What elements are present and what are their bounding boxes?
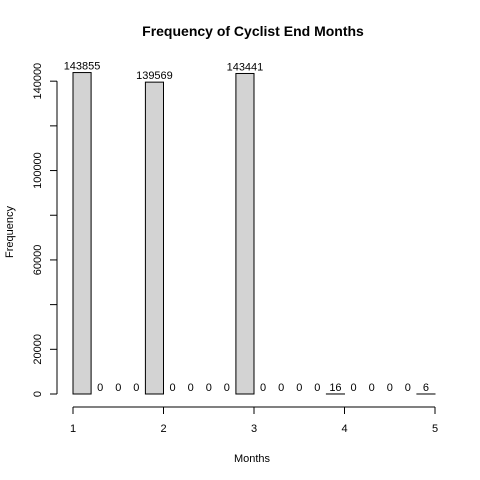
y-tick-label: 100000 <box>32 152 44 189</box>
bar-count-label: 143855 <box>64 61 101 73</box>
bar-count-label: 0 <box>169 382 175 394</box>
y-axis: 0 20000 60000 100000 140000 <box>32 63 58 397</box>
bar <box>235 72 255 395</box>
y-tick-label: 60000 <box>32 245 44 276</box>
bar-count-label: 6 <box>423 382 429 394</box>
x-tick-label: 5 <box>432 423 438 435</box>
y-tick-label: 140000 <box>32 63 44 100</box>
bars-group <box>72 72 436 395</box>
bar-count-label: 0 <box>314 382 320 394</box>
bar <box>144 81 164 395</box>
x-tick-label: 3 <box>251 423 257 435</box>
bar-count-label: 0 <box>133 382 139 394</box>
bar-count-label: 0 <box>350 382 356 394</box>
x-tick-label: 4 <box>341 423 347 435</box>
chart-title: Frequency of Cyclist End Months <box>142 23 364 39</box>
bar-count-label: 0 <box>387 382 393 394</box>
x-axis: 1 2 3 4 5 <box>70 406 438 435</box>
y-tick-label: 20000 <box>32 334 44 365</box>
y-axis-label: Frequency <box>4 206 16 258</box>
bar-count-label: 0 <box>369 382 375 394</box>
bar-count-label: 16 <box>329 382 341 394</box>
bar-count-label: 0 <box>296 382 302 394</box>
x-tick-label: 1 <box>70 423 76 435</box>
bar-count-label: 0 <box>224 382 230 394</box>
bar-count-label: 143441 <box>227 61 264 73</box>
bar-count-label: 0 <box>405 382 411 394</box>
bar <box>72 72 92 395</box>
bar-count-label: 0 <box>97 382 103 394</box>
bar-count-label: 0 <box>206 382 212 394</box>
bar-count-label: 0 <box>278 382 284 394</box>
y-tick-label: 0 <box>32 391 44 397</box>
x-axis-label: Months <box>234 453 271 465</box>
bar-count-label: 0 <box>188 382 194 394</box>
bar-count-label: 0 <box>115 382 121 394</box>
x-tick-label: 2 <box>160 423 166 435</box>
bar-count-label: 139569 <box>136 70 173 82</box>
bar-count-label: 0 <box>260 382 266 394</box>
